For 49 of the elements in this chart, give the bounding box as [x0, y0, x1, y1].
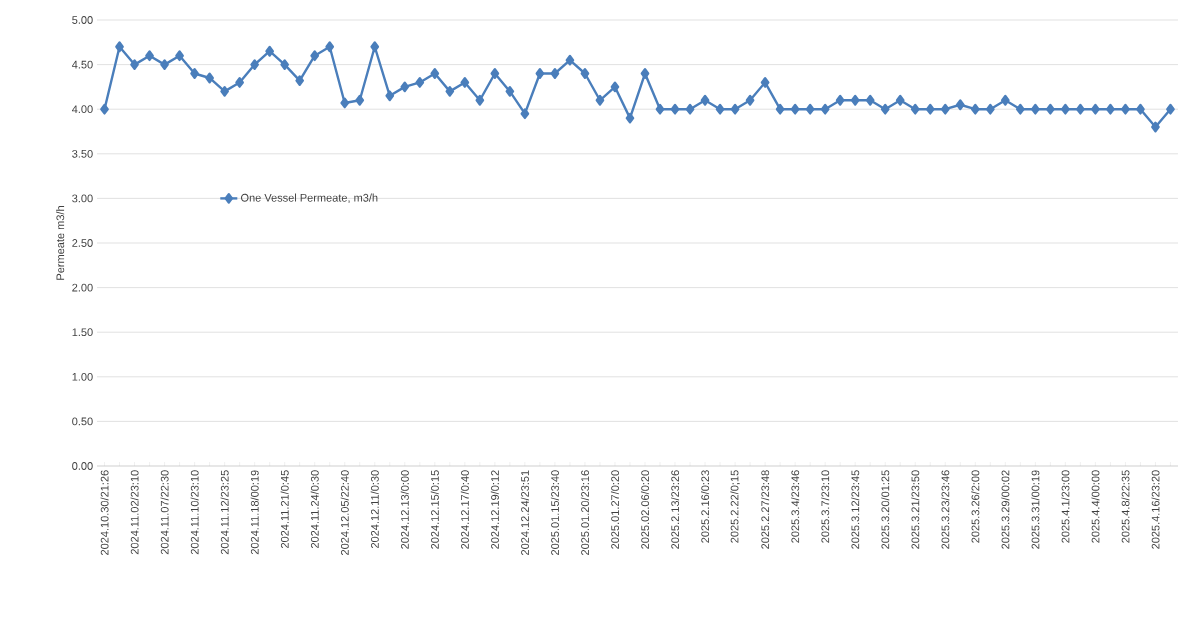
x-tick-label: 2025.3.31/00:19 [1031, 470, 1040, 549]
x-tick-label: 2024.11.10/23:10 [190, 470, 199, 555]
x-tick-label: 2024.10.30/21:26 [100, 470, 109, 555]
y-tick-label: 2.50 [72, 239, 93, 247]
y-tick-label: 1.00 [72, 372, 93, 381]
x-tick-label: 2024.11.07/22:30 [160, 470, 169, 555]
x-tick-label: 2025.01.20/23:16 [580, 470, 589, 555]
y-tick-label: 4.50 [71, 60, 93, 69]
x-tick-label: 2025.3.23/23:46 [941, 470, 950, 549]
x-tick-label: 2025.2.27/23:48 [761, 470, 770, 549]
x-tick-label: 2025.3.29/00:02 [1001, 470, 1010, 549]
x-tick-label: 2025.01.15/23:40 [550, 470, 559, 555]
y-tick-label: 0.00 [72, 462, 93, 470]
x-tick-label: 2024.12.13/0:00 [400, 470, 409, 549]
x-tick-label: 2025.02.06/0:20 [640, 470, 650, 549]
x-tick-label: 2024.12.11/0:30 [370, 470, 379, 549]
x-tick-label: 2024.11.24/0:30 [310, 470, 319, 549]
x-tick-label: 2025.3.12/23:45 [851, 470, 860, 549]
x-tick-label: 2025.4.16/23:20 [1151, 470, 1160, 549]
y-tick-label: 5.00 [72, 16, 93, 24]
y-tick-label: 0.50 [72, 417, 93, 426]
x-tick-label: 2024.12.15/0:15 [430, 470, 439, 549]
x-tick-label: 2025.3.26/2:00 [971, 470, 980, 543]
x-tick-label: 2025.2.16/0:23 [701, 470, 710, 543]
x-tick-label: 2025.3.7/23:10 [821, 470, 830, 543]
x-tick-label: 2024.12.19/0:12 [490, 470, 499, 549]
x-tick-label: 2025.2.22/0;15 [730, 470, 740, 543]
y-tick-label: 3.50 [72, 149, 93, 158]
x-tick-label: 2024.11.02/23:10 [130, 470, 139, 555]
x-tick-label: 2024.11.12/23:25 [220, 470, 229, 555]
y-tick-label: 1.50 [72, 328, 93, 337]
x-tick-label: 2025.3.4/23:46 [791, 470, 800, 543]
y-tick-label: 3.00 [72, 194, 93, 203]
x-tick-label: 2025.4.1/23:00 [1061, 470, 1070, 543]
x-tick-label: 2024.11.21/0:45 [280, 470, 289, 549]
y-tick-label: 4.00 [71, 105, 93, 114]
x-tick-label: 2024.12.24/23:51 [520, 470, 529, 555]
x-tick-label: 2025.2.13/23:26 [670, 470, 680, 549]
x-tick-label: 2024.12.05/22:40 [340, 470, 349, 555]
x-tick-label: 2025.01.27/0:20 [610, 470, 620, 549]
x-tick-label: 2025.3.20/01:25 [881, 470, 890, 549]
y-axis-title: Permeate m3/h [56, 206, 65, 280]
x-tick-label: 2025.4.8/22:35 [1121, 470, 1130, 543]
x-tick-label: 2024.11.18/00:19 [250, 470, 259, 555]
legend-label: One Vessel Permeate, m3/h [241, 193, 378, 203]
y-tick-label: 2.00 [72, 283, 93, 292]
x-tick-label: 2025.4.4/00:00 [1091, 470, 1100, 543]
x-tick-label: 2025.3.21/23:50 [911, 470, 920, 549]
x-tick-label: 2024.12.17/0:40 [460, 470, 469, 549]
